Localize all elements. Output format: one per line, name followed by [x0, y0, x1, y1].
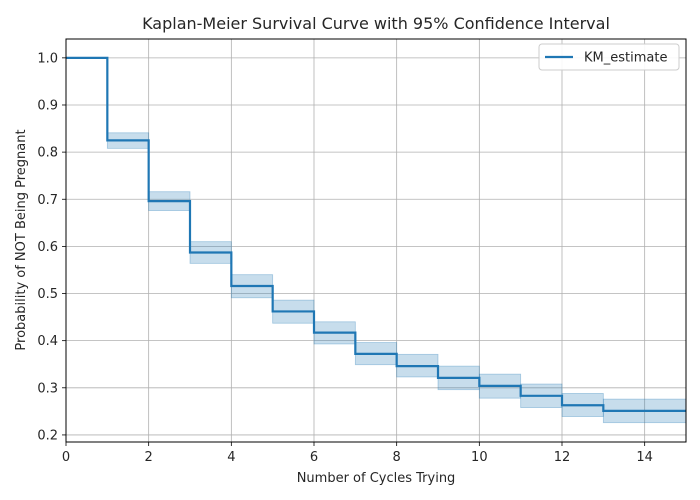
legend-box [538, 43, 680, 71]
y-tick-label: 1.0 [37, 51, 58, 66]
x-tick-label: 12 [554, 450, 571, 465]
km-estimate-line [66, 56, 686, 412]
y-tick-label: 0.2 [37, 428, 58, 443]
y-tick-label: 0.3 [37, 381, 58, 396]
y-tick-label: 0.8 [37, 146, 58, 161]
plot-area: 0 2 4 6 8 10 12 14 0.2 0.3 0.4 0.5 0.6 0.7 0.8 0.9 1.0 KM… [37, 38, 687, 465]
x-tick-label: 14 [636, 450, 653, 465]
axes-frame [65, 38, 687, 443]
y-axis-title: Probability of NOT Being Pregnant [14, 129, 29, 350]
x-axis-title: Number of Cycles Trying [297, 471, 456, 486]
y-tick-label: 0.7 [37, 193, 58, 208]
x-tick-label: 6 [310, 450, 318, 465]
x-tick-label: 4 [227, 450, 235, 465]
y-tick-label: 0.4 [37, 334, 58, 349]
y-tick-label: 0.5 [37, 287, 58, 302]
y-tick-label: 0.6 [37, 240, 58, 255]
x-tick-label: 10 [471, 450, 488, 465]
chart-title: Kaplan-Meier Survival Curve with 95% Con… [142, 14, 610, 33]
x-tick-label: 8 [393, 450, 401, 465]
y-tick-label: 0.9 [37, 98, 58, 113]
x-tick-label: 2 [145, 450, 153, 465]
x-tick-label: 0 [62, 450, 70, 465]
legend-label: KM_estimate [584, 51, 667, 66]
